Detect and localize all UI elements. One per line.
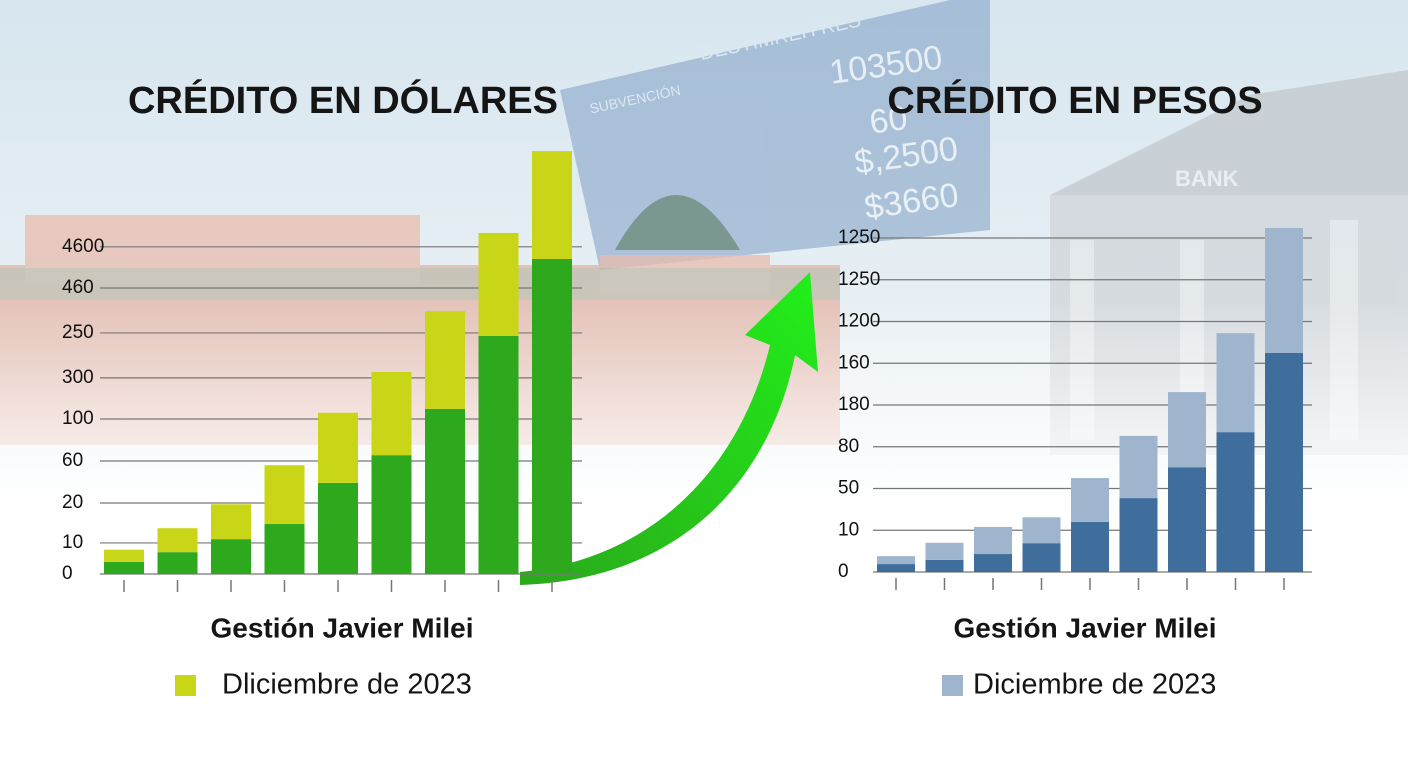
chart-title: CRÉDITO EN DÓLARES	[128, 78, 558, 122]
bar-segment	[1071, 478, 1109, 522]
bar-segment	[1168, 392, 1206, 468]
bar-segment	[1216, 333, 1255, 433]
bar-segment	[1022, 543, 1061, 572]
bar-segment	[478, 232, 519, 336]
y-tick-label: 100	[62, 408, 94, 429]
bar-segment	[371, 455, 412, 574]
y-tick-label: 60	[62, 450, 83, 471]
bar-segment	[532, 151, 572, 259]
bar-segment	[157, 528, 198, 553]
bar-segment	[925, 559, 964, 572]
y-tick-label: 4600	[62, 236, 104, 257]
y-tick-label: 50	[838, 478, 859, 499]
bar-segment	[211, 539, 251, 574]
bar-segment	[1071, 521, 1109, 572]
bar-segment	[1216, 432, 1255, 572]
bar-segment	[104, 549, 144, 562]
bar-segment	[371, 371, 412, 456]
bar-segment	[211, 504, 251, 540]
bar-segment	[104, 561, 144, 574]
y-tick-label: 0	[838, 561, 849, 582]
chart-title: CRÉDITO EN PESOS	[887, 78, 1262, 122]
legend-label: Dliciembre de 2023	[222, 669, 472, 701]
bar-segment	[1265, 228, 1303, 353]
bar-segment	[318, 412, 358, 483]
bar-segment	[925, 542, 964, 560]
bar-segment	[478, 335, 519, 574]
y-tick-label: 160	[838, 352, 870, 373]
bar-segment	[264, 465, 305, 525]
bar-segment	[157, 552, 198, 574]
x-axis-label: Gestión Javier Milei	[954, 612, 1217, 643]
bar-segment	[532, 259, 572, 574]
bar-segment	[318, 482, 358, 574]
bar-segment	[1119, 435, 1158, 499]
bar-segment	[425, 311, 465, 409]
y-tick-label: 250	[62, 322, 94, 343]
y-tick-label: 1250	[838, 227, 880, 248]
y-tick-label: 300	[62, 367, 94, 388]
bar-segment	[877, 564, 915, 572]
y-tick-label: 10	[838, 519, 859, 540]
x-axis-label: Gestión Javier Milei	[211, 612, 474, 643]
bar-segment	[425, 408, 465, 574]
legend-label: Diciembre de 2023	[973, 669, 1216, 701]
board-text: 60	[867, 99, 910, 142]
legend-swatch	[175, 675, 196, 696]
y-tick-label: 460	[62, 277, 94, 298]
bar-segment	[974, 526, 1012, 555]
y-tick-label: 1200	[838, 311, 880, 332]
bar-segment	[877, 556, 915, 565]
bar-segment	[974, 554, 1012, 572]
bar-segment	[1168, 467, 1206, 572]
bar-segment	[1022, 517, 1061, 544]
bar-segment	[1265, 352, 1303, 572]
y-tick-label: 10	[62, 532, 83, 553]
y-tick-label: 20	[62, 492, 83, 513]
bank-sign: BANK	[1175, 166, 1239, 191]
growth-arrow	[520, 272, 818, 585]
bar-segment	[264, 524, 305, 574]
y-tick-label: 1250	[838, 269, 880, 290]
bar-segment	[1119, 498, 1158, 572]
y-tick-label: 180	[838, 394, 870, 415]
y-tick-label: 80	[838, 436, 859, 457]
legend-swatch	[942, 675, 963, 696]
y-tick-label: 0	[62, 563, 73, 584]
